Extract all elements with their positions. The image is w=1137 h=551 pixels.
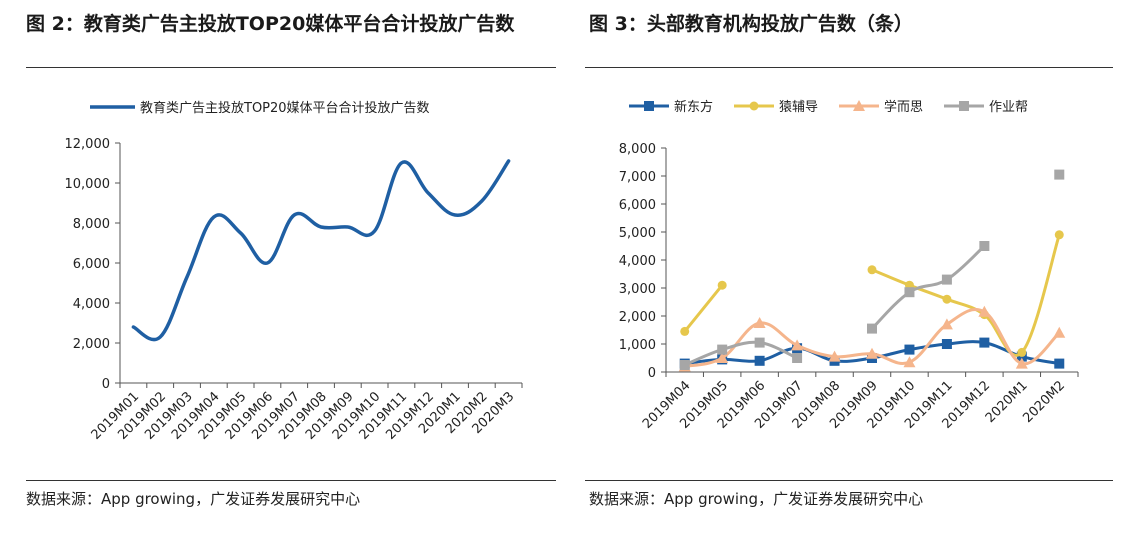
legend-marker-4 xyxy=(959,101,969,111)
y-tick-label: 6,000 xyxy=(73,257,110,272)
data-point-2 xyxy=(1017,347,1027,357)
data-point-4 xyxy=(792,353,803,363)
series-line-2 xyxy=(683,283,724,333)
data-point-4 xyxy=(941,274,952,285)
legend-label-1: 新东方 xyxy=(674,99,713,115)
data-point-3 xyxy=(940,318,953,330)
figure-2-bottom-rule xyxy=(26,480,556,481)
data-point-1 xyxy=(904,344,915,355)
series-line-4 xyxy=(683,340,799,367)
data-point-3 xyxy=(791,339,804,351)
series-line-1 xyxy=(131,159,511,342)
data-point-4 xyxy=(679,360,690,370)
y-tick-label: 2,000 xyxy=(73,337,110,352)
y-tick-label: 2,000 xyxy=(619,310,656,325)
data-point-3 xyxy=(978,305,991,317)
data-point-4 xyxy=(904,287,915,298)
data-point-4 xyxy=(1054,169,1065,180)
legend-label-4: 作业帮 xyxy=(989,100,1028,115)
data-point-2 xyxy=(867,265,877,275)
y-tick-label: 4,000 xyxy=(73,297,110,312)
data-point-2 xyxy=(1054,230,1064,240)
data-point-4 xyxy=(979,241,990,251)
data-point-2 xyxy=(680,326,690,336)
figure-3-source: 数据来源：App growing，广发证券发展研究中心 xyxy=(589,490,924,508)
y-tick-label: 0 xyxy=(648,366,656,381)
y-tick-label: 12,000 xyxy=(65,137,111,152)
legend-marker-1 xyxy=(644,101,654,111)
y-tick-label: 1,000 xyxy=(619,338,656,353)
data-point-3 xyxy=(866,347,878,359)
y-tick-label: 7,000 xyxy=(619,170,656,185)
y-tick-label: 3,000 xyxy=(619,282,656,297)
data-point-2 xyxy=(942,294,952,304)
figure-3-bottom-rule xyxy=(585,480,1113,481)
figure-3-title: 图 3：头部教育机构投放广告数（条） xyxy=(589,13,913,35)
y-tick-label: 6,000 xyxy=(619,198,656,213)
legend-label-2: 猿辅导 xyxy=(779,100,818,115)
figure-2-chart: 02,0004,0006,0008,00010,00012,0002019M01… xyxy=(65,100,523,443)
series-line-2 xyxy=(870,233,1061,357)
y-tick-label: 10,000 xyxy=(65,177,111,192)
data-point-4 xyxy=(717,344,728,355)
legend-label-1: 教育类广告主投放TOP20媒体平台合计投放广告数 xyxy=(140,100,430,116)
data-point-3 xyxy=(1015,357,1028,369)
data-point-2 xyxy=(717,280,727,290)
figure-2-panel: 图 2：教育类广告主投放TOP20媒体平台合计投放广告数 0 2,000 4,000… xyxy=(0,0,560,551)
data-point-3 xyxy=(903,356,916,368)
x-tick-label: 2020M2 xyxy=(1020,378,1068,426)
figure-3-chart: 0 1,000 2,000 3,000 4,000 5,000 6,000 7,000 8,00… xyxy=(619,99,1079,432)
data-point-1 xyxy=(941,339,952,349)
y-tick-label: 8,000 xyxy=(619,142,656,157)
figure-2-top-rule xyxy=(26,67,556,68)
legend-marker-3 xyxy=(853,100,865,111)
data-point-3 xyxy=(716,352,729,363)
figure-2-title: 图 2：教育类广告主投放TOP20媒体平台合计投放广告数 xyxy=(26,13,515,35)
data-point-3 xyxy=(1053,326,1066,338)
y-tick-label: 5,000 xyxy=(619,226,656,241)
data-point-1 xyxy=(1054,358,1065,369)
figure-2-source: 数据来源：App growing，广发证券发展研究中心 xyxy=(26,490,361,508)
legend-marker-2 xyxy=(749,101,759,111)
y-tick-label: 0 xyxy=(102,377,110,392)
figure-3-top-rule xyxy=(585,67,1113,68)
data-point-4 xyxy=(867,323,877,334)
y-tick-label: 8,000 xyxy=(73,217,110,232)
data-point-3 xyxy=(753,317,766,328)
y-tick-label: 4,000 xyxy=(619,254,656,269)
figure-3-panel: 图 3：头部教育机构投放广告数（条） 0 1,000 2,000 3,000 4,000… xyxy=(583,0,1137,551)
data-point-3 xyxy=(828,350,841,362)
data-point-4 xyxy=(754,337,765,348)
series-line-4 xyxy=(870,244,986,331)
legend-label-3: 学而思 xyxy=(884,99,923,115)
data-point-1 xyxy=(754,355,765,366)
data-point-1 xyxy=(979,337,990,348)
